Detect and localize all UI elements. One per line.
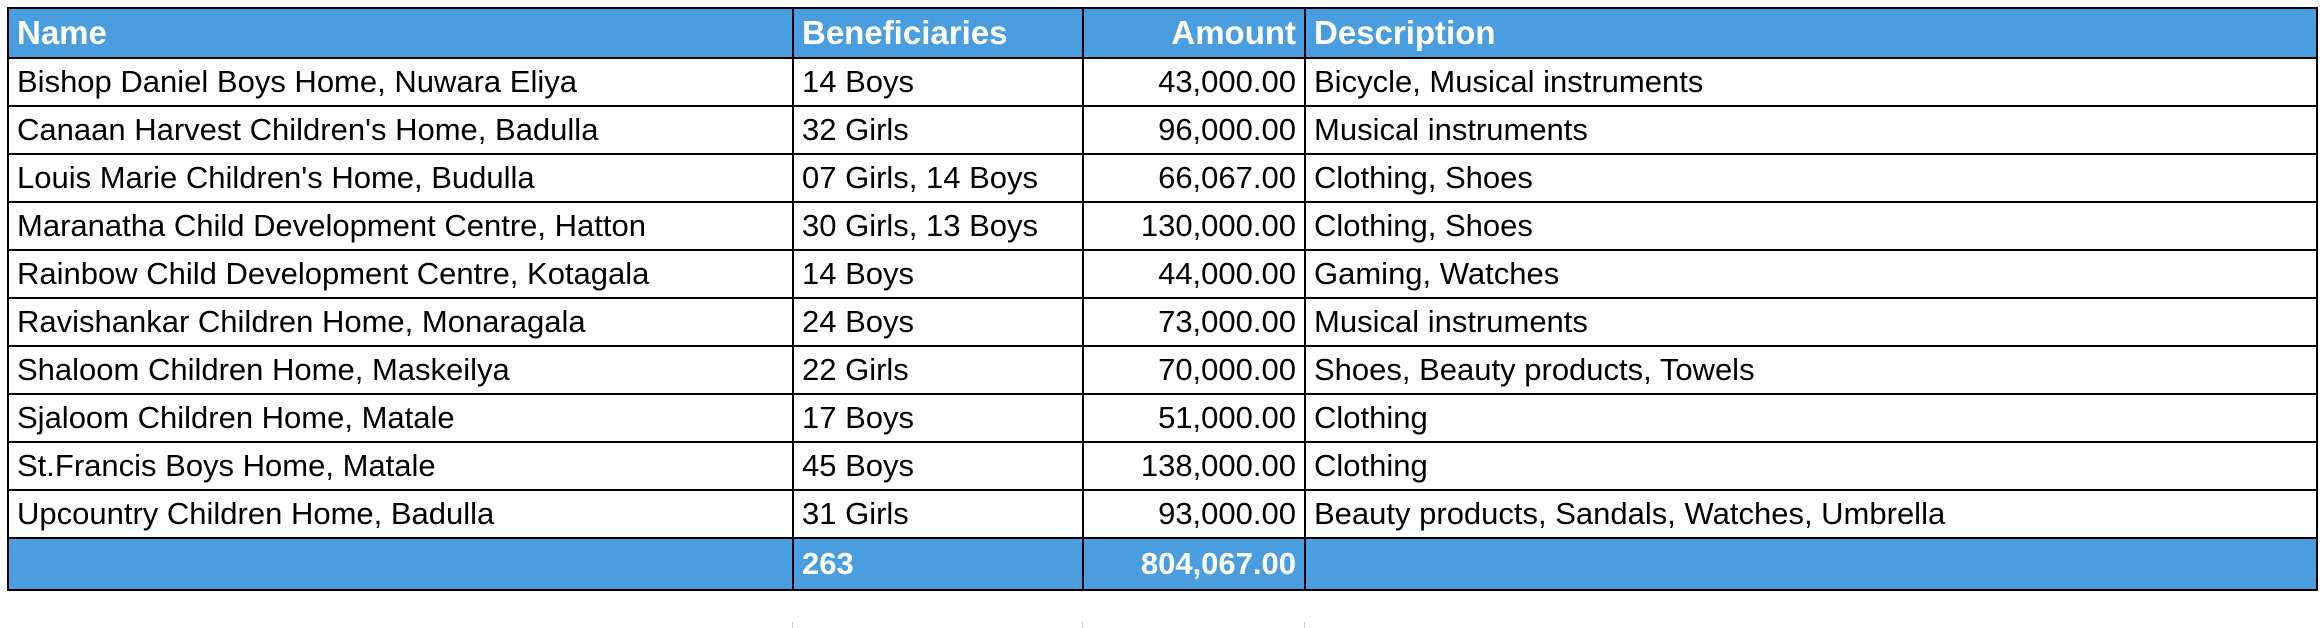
cell-amount[interactable]: 73,000.00 [1082,297,1306,347]
total-beneficiaries[interactable]: 263 [792,537,1084,591]
gridline [792,622,793,628]
cell-beneficiaries[interactable]: 14 Boys [792,57,1084,107]
cell-beneficiaries[interactable]: 45 Boys [792,441,1084,491]
spreadsheet: Name Beneficiaries Amount Description Bi… [7,7,2318,591]
cell-name[interactable]: Bishop Daniel Boys Home, Nuwara Eliya [7,57,794,107]
gridline [1304,622,1305,628]
table-row: Sjaloom Children Home, Matale 17 Boys 51… [7,393,2318,443]
table-row: Canaan Harvest Children's Home, Badulla … [7,105,2318,155]
totals-row: 263 804,067.00 [7,537,2318,591]
cell-name[interactable]: Canaan Harvest Children's Home, Badulla [7,105,794,155]
header-row: Name Beneficiaries Amount Description [7,7,2318,59]
cell-name[interactable]: Louis Marie Children's Home, Budulla [7,153,794,203]
cell-amount[interactable]: 44,000.00 [1082,249,1306,299]
cell-amount[interactable]: 96,000.00 [1082,105,1306,155]
cell-amount[interactable]: 70,000.00 [1082,345,1306,395]
table-row: Ravishankar Children Home, Monaragala 24… [7,297,2318,347]
gridlines-below [7,622,2316,628]
table-row: Rainbow Child Development Centre, Kotaga… [7,249,2318,299]
cell-name[interactable]: St.Francis Boys Home, Matale [7,441,794,491]
table-row: Louis Marie Children's Home, Budulla 07 … [7,153,2318,203]
cell-beneficiaries[interactable]: 14 Boys [792,249,1084,299]
total-amount[interactable]: 804,067.00 [1082,537,1306,591]
table-row: St.Francis Boys Home, Matale 45 Boys 138… [7,441,2318,491]
total-cell-description[interactable] [1304,537,2318,591]
cell-beneficiaries[interactable]: 32 Girls [792,105,1084,155]
cell-description[interactable]: Musical instruments [1304,105,2318,155]
header-cell-name[interactable]: Name [7,7,794,59]
cell-name[interactable]: Maranatha Child Development Centre, Hatt… [7,201,794,251]
cell-description[interactable]: Clothing [1304,441,2318,491]
cell-name[interactable]: Shaloom Children Home, Maskeilya [7,345,794,395]
cell-description[interactable]: Clothing, Shoes [1304,153,2318,203]
cell-name[interactable]: Upcountry Children Home, Badulla [7,489,794,539]
cell-amount[interactable]: 138,000.00 [1082,441,1306,491]
cell-beneficiaries[interactable]: 07 Girls, 14 Boys [792,153,1084,203]
cell-description[interactable]: Beauty products, Sandals, Watches, Umbre… [1304,489,2318,539]
cell-amount[interactable]: 130,000.00 [1082,201,1306,251]
cell-beneficiaries[interactable]: 30 Girls, 13 Boys [792,201,1084,251]
cell-description[interactable]: Bicycle, Musical instruments [1304,57,2318,107]
cell-amount[interactable]: 51,000.00 [1082,393,1306,443]
cell-beneficiaries[interactable]: 31 Girls [792,489,1084,539]
cell-amount[interactable]: 66,067.00 [1082,153,1306,203]
header-cell-amount[interactable]: Amount [1082,7,1306,59]
cell-name[interactable]: Ravishankar Children Home, Monaragala [7,297,794,347]
cell-description[interactable]: Clothing [1304,393,2318,443]
cell-amount[interactable]: 93,000.00 [1082,489,1306,539]
cell-description[interactable]: Gaming, Watches [1304,249,2318,299]
header-cell-beneficiaries[interactable]: Beneficiaries [792,7,1084,59]
total-cell-name[interactable] [7,537,794,591]
table-row: Shaloom Children Home, Maskeilya 22 Girl… [7,345,2318,395]
cell-amount[interactable]: 43,000.00 [1082,57,1306,107]
header-cell-description[interactable]: Description [1304,7,2318,59]
cell-beneficiaries[interactable]: 24 Boys [792,297,1084,347]
cell-description[interactable]: Clothing, Shoes [1304,201,2318,251]
table-row: Upcountry Children Home, Badulla 31 Girl… [7,489,2318,539]
cell-name[interactable]: Sjaloom Children Home, Matale [7,393,794,443]
cell-description[interactable]: Musical instruments [1304,297,2318,347]
donations-table: Name Beneficiaries Amount Description Bi… [7,7,2318,591]
cell-description[interactable]: Shoes, Beauty products, Towels [1304,345,2318,395]
table-row: Bishop Daniel Boys Home, Nuwara Eliya 14… [7,57,2318,107]
cell-name[interactable]: Rainbow Child Development Centre, Kotaga… [7,249,794,299]
table-row: Maranatha Child Development Centre, Hatt… [7,201,2318,251]
cell-beneficiaries[interactable]: 17 Boys [792,393,1084,443]
cell-beneficiaries[interactable]: 22 Girls [792,345,1084,395]
gridline [1082,622,1083,628]
